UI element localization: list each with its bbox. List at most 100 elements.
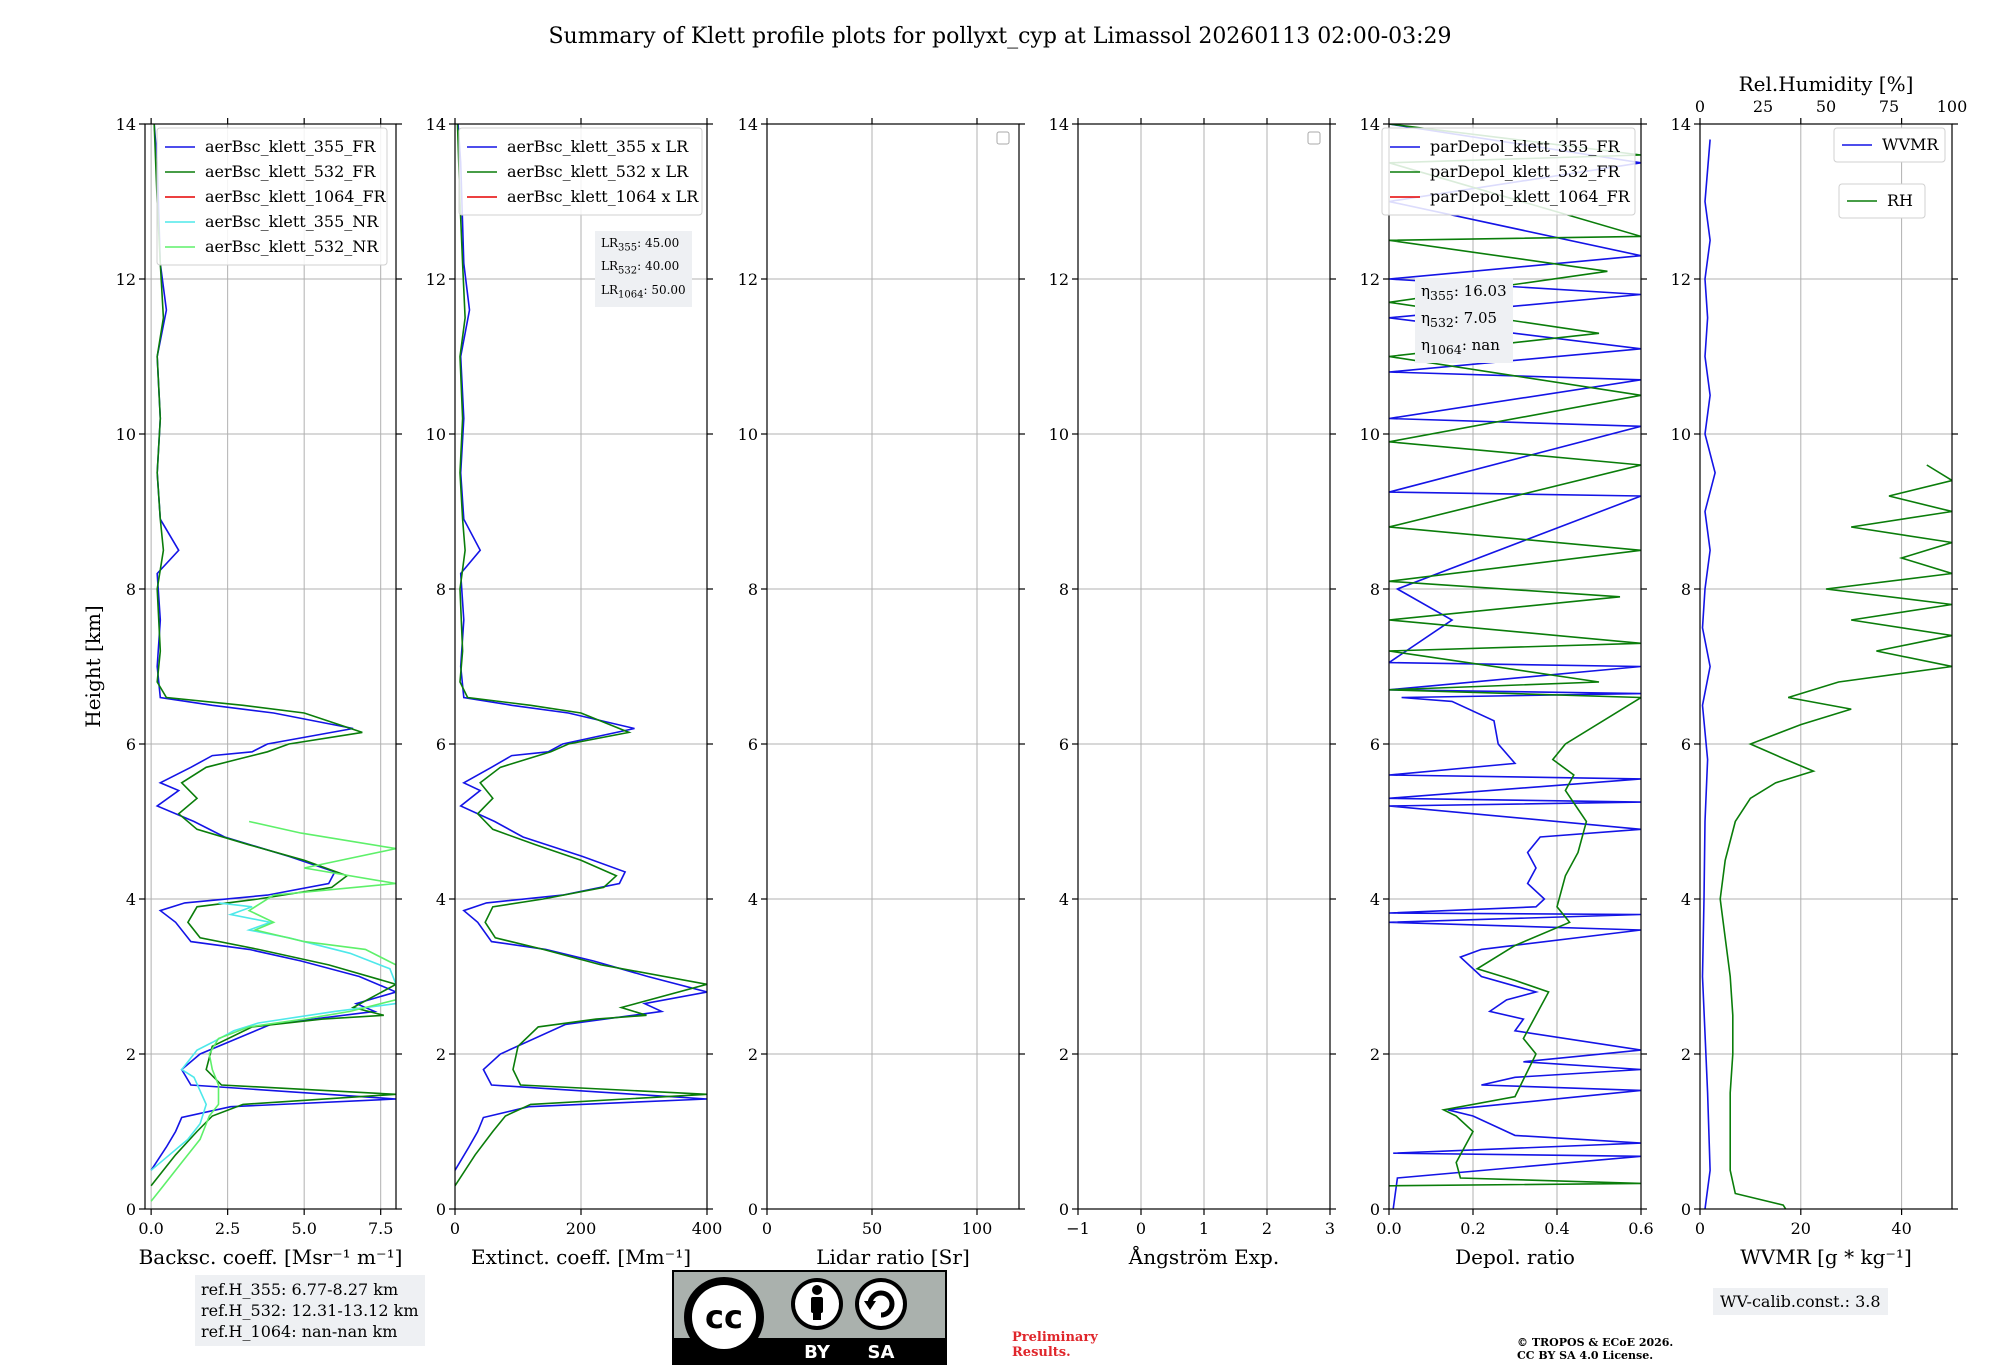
- legend: aerBsc_klett_355_FR aerBsc_klett_532_FRae…: [156, 127, 388, 266]
- x-tick-label: 5.0: [291, 1219, 316, 1238]
- series-line-aerBsc_klett_355 x LR: [455, 124, 707, 1171]
- top-x-tick-label: 0: [1695, 97, 1705, 116]
- y-tick-label: 10: [1360, 425, 1380, 444]
- series-line-aerBsc_klett_532 x LR: [455, 124, 707, 1187]
- panel-lidar_ratio: 0 50 100 0 2 4 6 8 10 12 14 Lidar ratio [Sr]: [738, 115, 1025, 1269]
- cc-icon: cc: [705, 1298, 743, 1336]
- y-tick-label: 10: [116, 425, 136, 444]
- x-tick-label: 0.6: [1628, 1219, 1653, 1238]
- figure-title: Summary of Klett profile plots for polly…: [548, 24, 1451, 49]
- legend-label: aerBsc_klett_532 x LR: [507, 162, 689, 181]
- series-line-RH: [1719, 464, 1952, 1209]
- x-tick-label: 100: [962, 1219, 993, 1238]
- y-tick-label: 4: [126, 890, 136, 909]
- legend-label: aerBsc_klett_1064_FR: [205, 187, 387, 206]
- panel-backscatter: 0.0 2.5 5.0 7.5 0 2 4 6 8 10 12 14 Backsc. coeff. [M…: [81, 115, 402, 1269]
- top-x-tick-label: 25: [1753, 97, 1773, 116]
- y-tick-label: 8: [126, 580, 136, 599]
- y-tick-label: 6: [748, 735, 758, 754]
- y-tick-label: 12: [1049, 270, 1069, 289]
- y-tick-label: 0: [748, 1200, 758, 1219]
- empty-legend: [1307, 131, 1321, 145]
- top-x-tick-label: 75: [1879, 97, 1899, 116]
- x-tick-label: 2: [1262, 1219, 1272, 1238]
- y-tick-label: 14: [738, 115, 758, 134]
- by-label: BY: [804, 1342, 831, 1363]
- y-tick-label: 6: [1059, 735, 1069, 754]
- x-tick-label: 20: [1791, 1219, 1811, 1238]
- x-tick-label: 0: [1695, 1219, 1705, 1238]
- y-tick-label: 8: [748, 580, 758, 599]
- legend-label: aerBsc_klett_355 x LR: [507, 137, 689, 156]
- legend-label: parDepol_klett_1064_FR: [1430, 187, 1631, 206]
- x-axis-label: Backsc. coeff. [Msr⁻¹ m⁻¹]: [139, 1245, 403, 1269]
- y-tick-label: 14: [1671, 115, 1691, 134]
- y-tick-label: 4: [1059, 890, 1069, 909]
- top-x-tick-label: 50: [1816, 97, 1836, 116]
- y-tick-label: 2: [748, 1045, 758, 1064]
- series-line-aerBsc_klett_355_NR: [150, 902, 396, 1171]
- y-tick-label: 0: [126, 1200, 136, 1219]
- reference-height-box: ref.H_355: 6.77-8.27 km ref.H_532: 12.31…: [195, 1275, 425, 1346]
- axes-frame: [144, 123, 397, 1210]
- y-tick-label: 4: [748, 890, 758, 909]
- series-line-aerBsc_klett_355_FR: [150, 124, 396, 1171]
- y-tick-label: 14: [1360, 115, 1380, 134]
- series-line-parDepol_klett_355_FR: [1389, 124, 1641, 1209]
- y-tick-label: 10: [1049, 425, 1069, 444]
- y-tick-label: 2: [1059, 1045, 1069, 1064]
- legend-RH: RH: [1838, 183, 1926, 219]
- lr-1064: LR1064: 50.00: [601, 282, 686, 301]
- x-tick-label: 0: [762, 1219, 772, 1238]
- ref-height-355: ref.H_355: 6.77-8.27 km: [201, 1280, 399, 1299]
- sa-label: SA: [868, 1342, 895, 1363]
- y-tick-label: 14: [1049, 115, 1069, 134]
- lr-532: LR532: 40.00: [601, 259, 680, 277]
- legend-box: [1833, 127, 1946, 163]
- legend-label: aerBsc_klett_355_FR: [205, 137, 376, 156]
- lr-355: LR355: 45.00: [601, 236, 680, 254]
- legend-box: [1838, 183, 1926, 219]
- y-tick-label: 14: [116, 115, 136, 134]
- cc-by-sa-badge: cc BY SA: [672, 1270, 947, 1365]
- eta-box: η355: 16.03 η532: 7.05 η1064: nan: [1415, 278, 1513, 363]
- copyright-note: © TROPOS & ECoE 2026. CC BY SA 4.0 Licen…: [1517, 1336, 1673, 1362]
- x-tick-label: −1: [1066, 1219, 1090, 1238]
- y-tick-label: 6: [1370, 735, 1380, 754]
- preliminary-line-2: Results.: [1012, 1345, 1071, 1360]
- legend-box: [1381, 127, 1636, 216]
- panel-depol: 0.0 0.2 0.4 0.6 0 2 4 6 8 10 12 14 Depol. ratio parDe…: [1360, 115, 1654, 1269]
- y-tick-label: 10: [738, 425, 758, 444]
- y-tick-label: 8: [1370, 580, 1380, 599]
- legend-box: [458, 127, 703, 216]
- y-tick-label: 12: [1671, 270, 1691, 289]
- legend-label: parDepol_klett_532_FR: [1430, 162, 1621, 181]
- x-tick-label: 0.2: [1460, 1219, 1485, 1238]
- top-x-tick-label: 100: [1937, 97, 1968, 116]
- y-tick-label: 6: [1681, 735, 1691, 754]
- legend-label: aerBsc_klett_532_FR: [205, 162, 376, 181]
- legend-label: RH: [1887, 191, 1913, 210]
- eta-355: η355: 16.03: [1421, 282, 1507, 303]
- x-axis-label: Ångström Exp.: [1128, 1244, 1279, 1269]
- x-axis-label: WVMR [g * kg⁻¹]: [1740, 1245, 1912, 1269]
- y-tick-label: 4: [1370, 890, 1380, 909]
- top-x-axis-label: Rel.Humidity [%]: [1739, 72, 1914, 96]
- axes-frame: [766, 123, 1020, 1210]
- x-tick-label: 0.4: [1544, 1219, 1569, 1238]
- x-axis-label: Depol. ratio: [1455, 1245, 1575, 1269]
- eta-1064: η1064: nan: [1421, 336, 1500, 357]
- wv-calibration-box: WV-calib.const.: 3.8: [1713, 1288, 1888, 1315]
- legend-label: parDepol_klett_355_FR: [1430, 137, 1621, 156]
- x-tick-label: 0: [450, 1219, 460, 1238]
- x-tick-label: 0.0: [138, 1219, 163, 1238]
- legend-label: aerBsc_klett_532_NR: [205, 237, 379, 256]
- y-tick-label: 4: [436, 890, 446, 909]
- legend-label: WVMR: [1882, 135, 1939, 154]
- x-tick-label: 2.5: [215, 1219, 240, 1238]
- y-tick-label: 0: [1681, 1200, 1691, 1219]
- y-tick-label: 2: [1370, 1045, 1380, 1064]
- legend-label: aerBsc_klett_355_NR: [205, 212, 379, 231]
